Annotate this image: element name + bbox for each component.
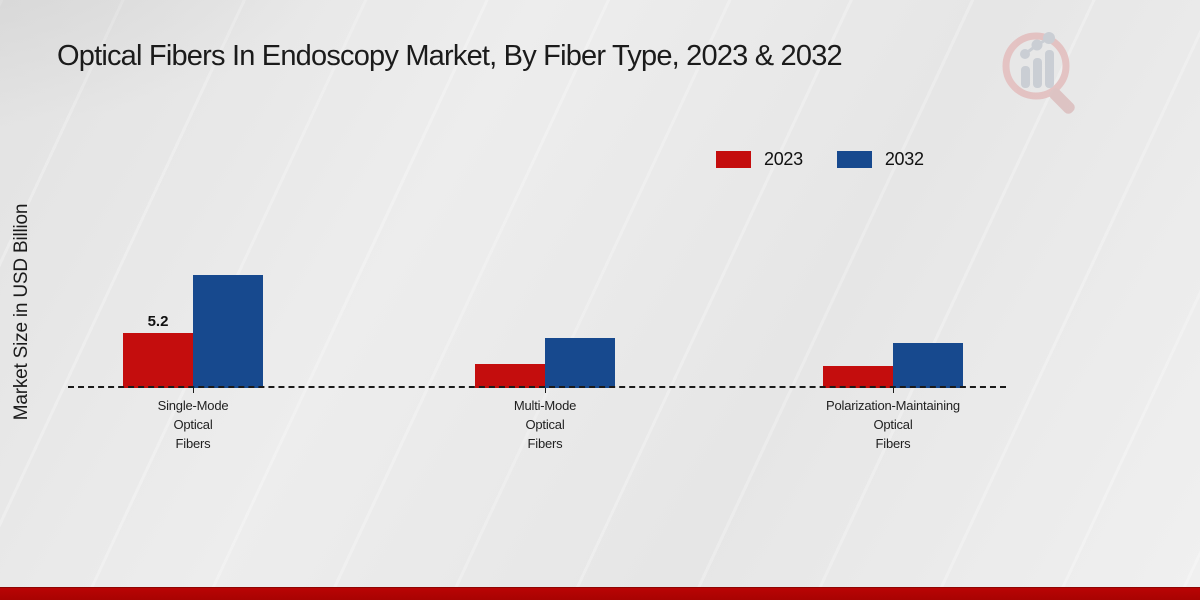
x-axis-tick: [193, 388, 194, 393]
bar-2032-category-0: [193, 275, 263, 388]
magnifier-bar-chart-watermark-icon: [996, 28, 1080, 125]
chart-title: Optical Fibers In Endoscopy Market, By F…: [57, 40, 843, 72]
legend-swatch-2023: [716, 151, 751, 168]
category-label-1: Multi-Mode Optical Fibers: [513, 398, 577, 451]
bar-2023-category-1: [475, 364, 545, 388]
bar-2032-category-2: [893, 343, 963, 388]
category-label-2: Polarization-Maintaining Optical Fibers: [826, 398, 960, 451]
bar-2032-category-1: [545, 338, 615, 388]
bar-2023-category-2: [823, 366, 893, 388]
y-axis-label: Market Size in USD Billion: [11, 203, 32, 421]
legend: 2023 2032: [716, 149, 924, 170]
x-axis-dashed-baseline: [68, 386, 1006, 388]
category-label-0: Single-Mode Optical Fibers: [157, 398, 229, 451]
legend-label-2023: 2023: [764, 149, 803, 169]
bar-2023-category-0: [123, 333, 193, 388]
legend-swatch-2032: [836, 151, 872, 168]
x-axis-tick: [893, 388, 894, 393]
legend-item-2023: 2023: [716, 149, 803, 170]
x-axis-tick: [545, 388, 546, 393]
legend-label-2032: 2032: [884, 149, 924, 169]
legend-item-2032: 2032: [836, 149, 924, 170]
footer-stripe: [0, 587, 1200, 600]
value-label-5.2: 5.2: [147, 313, 169, 330]
